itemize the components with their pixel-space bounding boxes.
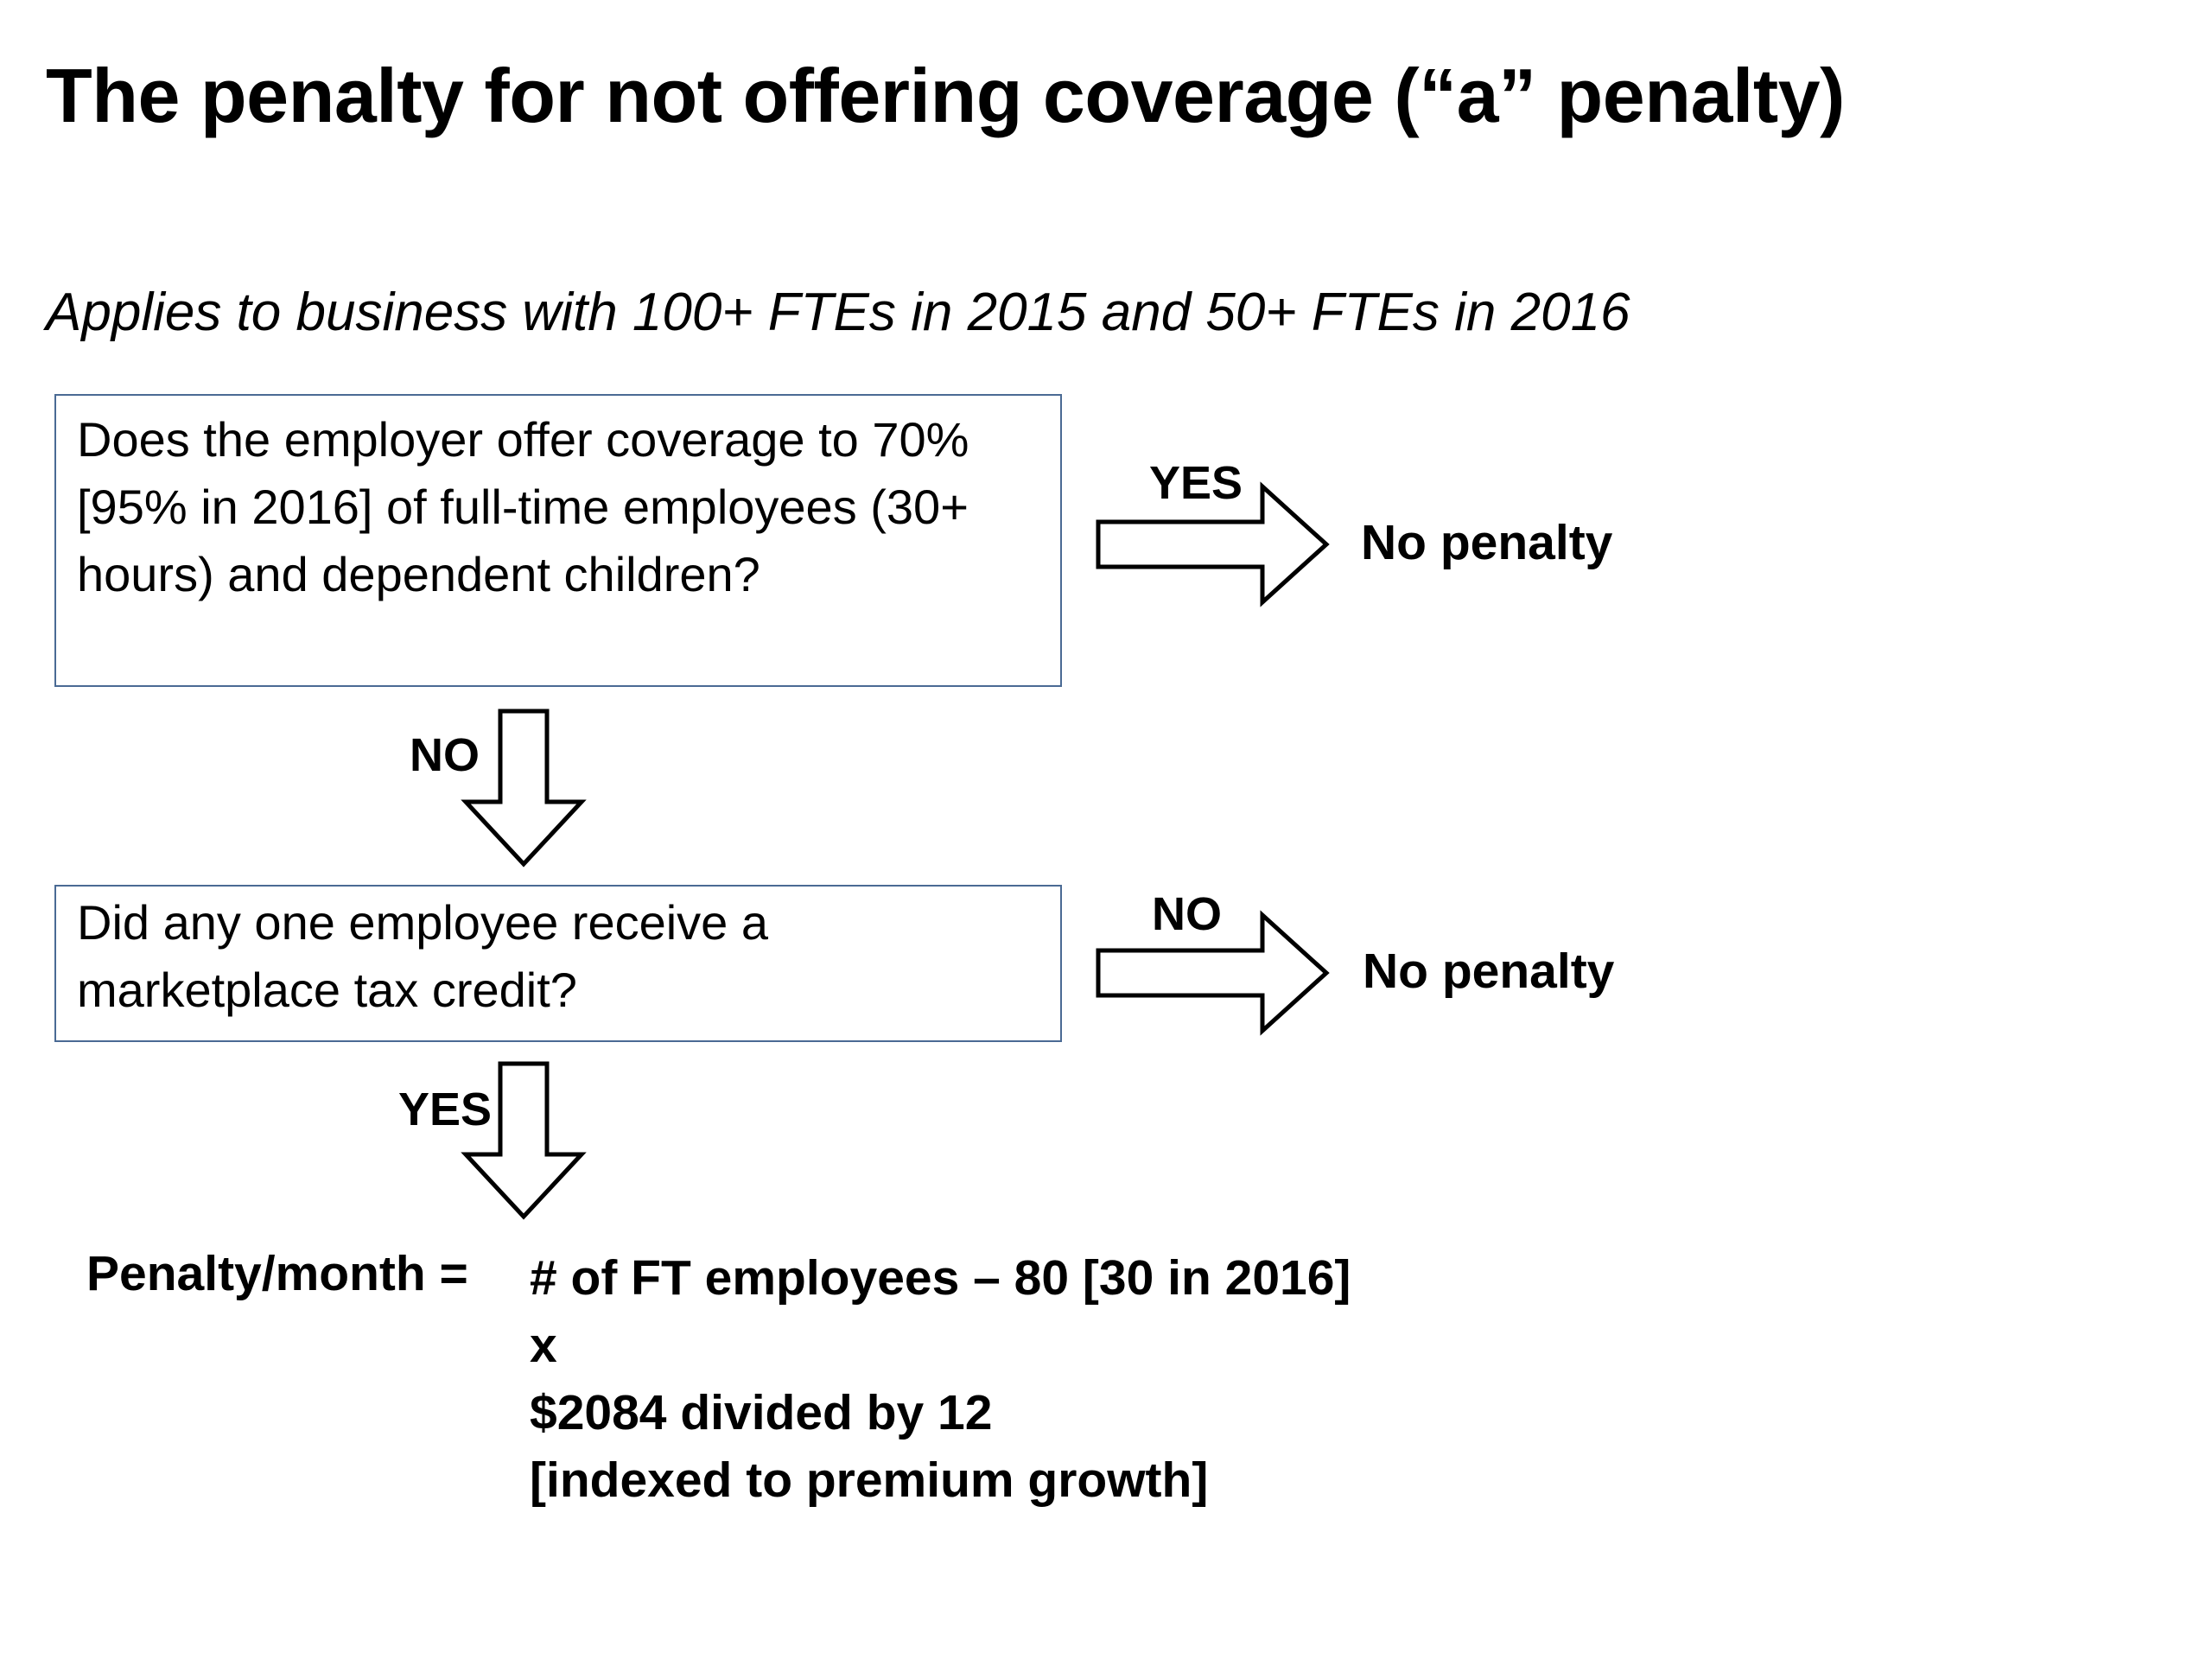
penalty-formula: # of FT employees – 80 [30 in 2016] x $2…: [530, 1244, 1351, 1514]
outcome-no-penalty: No penalty: [1363, 944, 1615, 999]
formula-line: x: [530, 1318, 557, 1373]
question-text-line: hours) and dependent children?: [77, 547, 760, 601]
arrow-label-no: NO: [410, 729, 480, 781]
page-title: The penalty for not offering coverage (“…: [46, 53, 1845, 138]
arrow-label-yes: YES: [1149, 457, 1243, 509]
question-text-line: Did any one employee receive a: [77, 895, 769, 950]
down-arrow-icon: [461, 1061, 587, 1220]
down-arrow-icon: [461, 709, 587, 868]
page-subtitle: Applies to business with 100+ FTEs in 20…: [46, 283, 1630, 342]
formula-line: [indexed to premium growth]: [530, 1452, 1209, 1508]
question-box-tax-credit: Did any one employee receive a marketpla…: [54, 885, 1062, 1042]
formula-line: # of FT employees – 80 [30 in 2016]: [530, 1250, 1351, 1306]
question-text-line: Does the employer offer coverage to 70%: [77, 412, 969, 467]
right-arrow-icon: [1096, 910, 1330, 1036]
outcome-no-penalty: No penalty: [1361, 515, 1613, 570]
right-arrow-icon: [1096, 481, 1330, 607]
arrow-label-yes: YES: [398, 1084, 493, 1135]
question-text-line: [95% in 2016] of full-time employees (30…: [77, 480, 969, 534]
formula-line: $2084 divided by 12: [530, 1385, 993, 1440]
arrow-label-no: NO: [1152, 888, 1222, 940]
question-text-line: marketplace tax credit?: [77, 963, 577, 1017]
question-box-coverage: Does the employer offer coverage to 70% …: [54, 394, 1062, 687]
formula-label: Penalty/month =: [86, 1246, 468, 1301]
